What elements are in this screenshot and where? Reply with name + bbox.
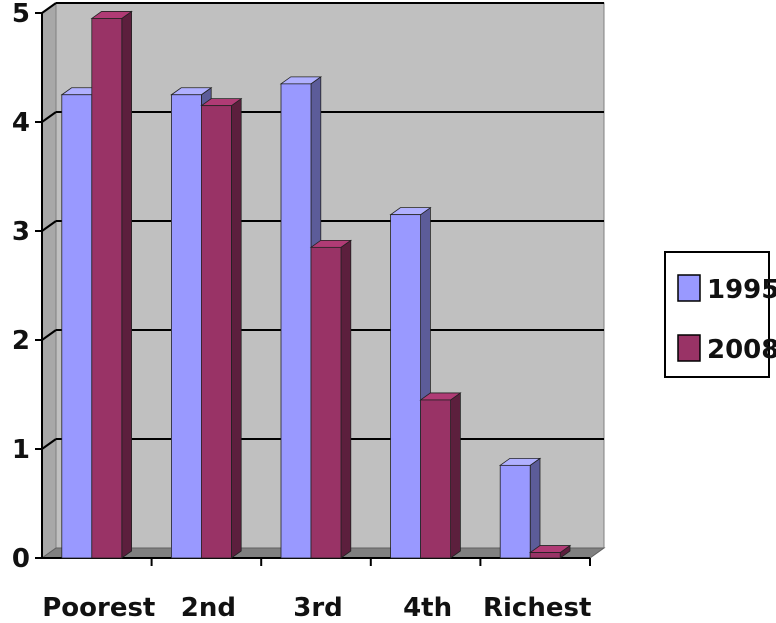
bar-front [280,83,312,559]
y-tick-label: 0 [12,544,30,574]
bar-4th-2008 [419,392,462,559]
x-category-label: Poorest [42,593,155,623]
bar-3rd-2008 [309,239,353,559]
bar-richest-2008 [528,544,572,559]
x-category-label: 2nd [181,593,236,623]
legend-label-2008: 2008 [707,335,776,365]
y-tick-label: 4 [12,108,30,138]
bar-richest-1995 [498,457,542,559]
bar-front [91,18,123,559]
gridline-side [41,111,57,123]
gridline-side [41,220,57,232]
bar-side [450,392,461,559]
bar-side [340,239,352,559]
bar-side [529,457,541,559]
bars [60,10,572,559]
gridline-side [41,329,57,341]
legend-item-1995: 1995 [677,274,776,305]
gridline-side [41,438,57,450]
legend-swatch-1995 [677,274,701,302]
x-category-labels: Poorest 2nd 3rd 4th Richest [42,593,591,623]
bar-front [200,105,232,559]
x-category-label: 3rd [293,593,343,623]
x-category-label: 4th [403,593,452,623]
x-category-label: Richest [483,593,591,623]
plot-side-wall [41,2,57,559]
legend-label-1995: 1995 [707,275,776,305]
bar-front [310,246,342,559]
bar-front [529,552,561,559]
y-tick-labels: 0 1 2 3 4 5 [12,0,30,574]
y-tick-label: 3 [12,217,30,247]
legend: 1995 2008 [664,251,776,378]
gridline-side [41,2,57,14]
legend-swatch-2008 [677,334,701,362]
bar-front [61,94,93,559]
bar-side [121,10,133,559]
bar-front [499,464,531,559]
bar-front [420,399,452,559]
bar-front [170,94,202,559]
bar-2nd-2008 [200,97,243,559]
bar-side [230,97,242,559]
bar-poorest-2008 [90,10,133,559]
legend-item-2008: 2008 [677,334,776,365]
y-tick-label: 1 [12,435,30,465]
bar-front [390,214,422,559]
y-tick-label: 2 [12,326,30,356]
y-tick-label: 5 [12,0,30,29]
